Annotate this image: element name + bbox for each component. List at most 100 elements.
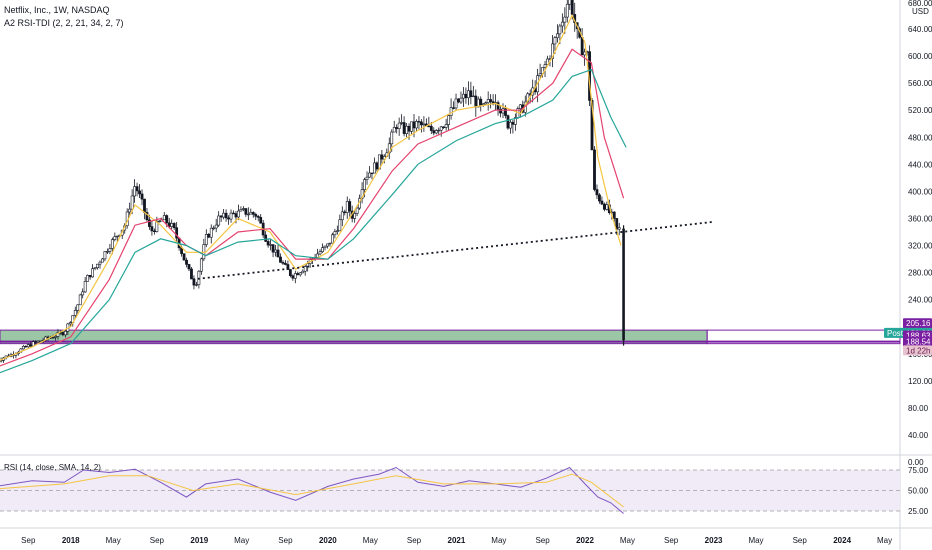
candle-body: [373, 162, 376, 174]
candle-body: [474, 95, 478, 108]
candle-body: [217, 215, 221, 226]
candle-body: [462, 93, 465, 99]
y-tick-label: 0.00: [908, 458, 924, 467]
trendline: [192, 220, 714, 281]
candle-body: [415, 121, 418, 129]
candle-body: [88, 274, 92, 278]
candle-body: [326, 243, 329, 247]
candle-body: [593, 149, 596, 190]
candle-body: [293, 273, 297, 279]
candle-body: [83, 281, 87, 293]
candle-body: [115, 235, 119, 238]
candle-body: [276, 249, 280, 258]
candle-body: [343, 211, 347, 213]
x-tick-label: 2022: [576, 536, 594, 545]
candle-body: [489, 99, 493, 102]
candle-body: [405, 125, 408, 134]
candle-body: [333, 231, 337, 236]
candle-body: [209, 227, 213, 238]
candle-body: [556, 33, 559, 38]
candle-body: [439, 126, 443, 131]
candle-body: [583, 51, 587, 56]
candle-body: [284, 263, 287, 265]
x-tick-label: 2024: [833, 536, 851, 545]
candle-body: [212, 227, 216, 230]
moving-average-slow: [0, 68, 627, 374]
candle-body: [600, 200, 604, 205]
candle-body: [348, 201, 352, 212]
candle-body: [150, 226, 154, 232]
candle-body: [182, 253, 186, 261]
candle-body: [615, 218, 619, 230]
candle-body: [471, 95, 475, 98]
candle-body: [321, 247, 324, 253]
candle-body: [513, 117, 517, 125]
candle-body: [207, 234, 211, 238]
candle-body: [509, 121, 512, 129]
candle-body: [101, 258, 104, 263]
candle-body: [98, 261, 102, 265]
candle-body: [81, 291, 85, 296]
y-tick-label: 280.00: [908, 269, 932, 278]
candle-body: [560, 21, 564, 27]
candle-body: [323, 245, 327, 248]
candle-body: [612, 211, 616, 219]
candle-body: [454, 98, 458, 109]
candle-body: [303, 266, 307, 272]
candle-body: [249, 212, 253, 215]
candle-body: [113, 236, 117, 240]
candle-body: [251, 212, 255, 215]
x-tick-label: 2021: [448, 536, 466, 545]
candle-body: [459, 97, 463, 103]
candle-body: [504, 108, 507, 116]
candle-body: [457, 98, 460, 103]
candle-body: [427, 125, 431, 128]
price-badge: [903, 345, 932, 356]
candle-body: [227, 217, 230, 220]
candle-body: [397, 122, 401, 129]
y-tick-label: 560.00: [908, 79, 932, 88]
candle-body: [229, 212, 233, 220]
candle-body: [224, 212, 228, 219]
candle-body: [355, 207, 359, 214]
candle-body: [412, 121, 416, 129]
y-top-label: 680.00: [908, 0, 932, 8]
candle-body: [331, 234, 334, 244]
candle-body: [246, 213, 250, 216]
candle-body: [340, 211, 344, 221]
candle-body: [145, 212, 149, 221]
y-tick-label: 240.00: [908, 296, 932, 305]
candle-body: [148, 219, 151, 227]
candle-body: [518, 104, 522, 109]
candle-body: [266, 241, 270, 246]
x-tick-label: Sep: [150, 536, 165, 545]
y-tick-label: 400.00: [908, 187, 932, 196]
candle-body: [595, 189, 599, 196]
x-tick-label: May: [491, 536, 506, 545]
candle-body: [353, 213, 357, 219]
candle-body: [501, 108, 505, 114]
candle-body: [195, 284, 198, 286]
candle-body: [259, 217, 263, 224]
x-tick-label: Sep: [278, 536, 293, 545]
candle-body: [234, 213, 238, 218]
x-tick-label: 2023: [705, 536, 723, 545]
x-tick-label: Sep: [535, 536, 550, 545]
candle-body: [422, 123, 426, 126]
candle-body: [617, 227, 621, 230]
candle-body: [420, 121, 423, 126]
candle-body: [222, 212, 226, 218]
x-tick-label: 2018: [62, 536, 80, 545]
candle-body: [256, 216, 260, 218]
candle-body: [143, 198, 146, 213]
candle-body: [237, 210, 240, 218]
candle-body: [135, 186, 139, 192]
rsi-signal-line: [0, 473, 624, 508]
candle-body: [296, 273, 300, 276]
candle-body: [199, 258, 203, 272]
candle-body: [434, 130, 438, 134]
indicator-label: A2 RSI-TDI (2, 2, 21, 34, 2, 7): [4, 18, 124, 28]
candle-body: [239, 209, 243, 212]
candle-body: [219, 215, 223, 218]
